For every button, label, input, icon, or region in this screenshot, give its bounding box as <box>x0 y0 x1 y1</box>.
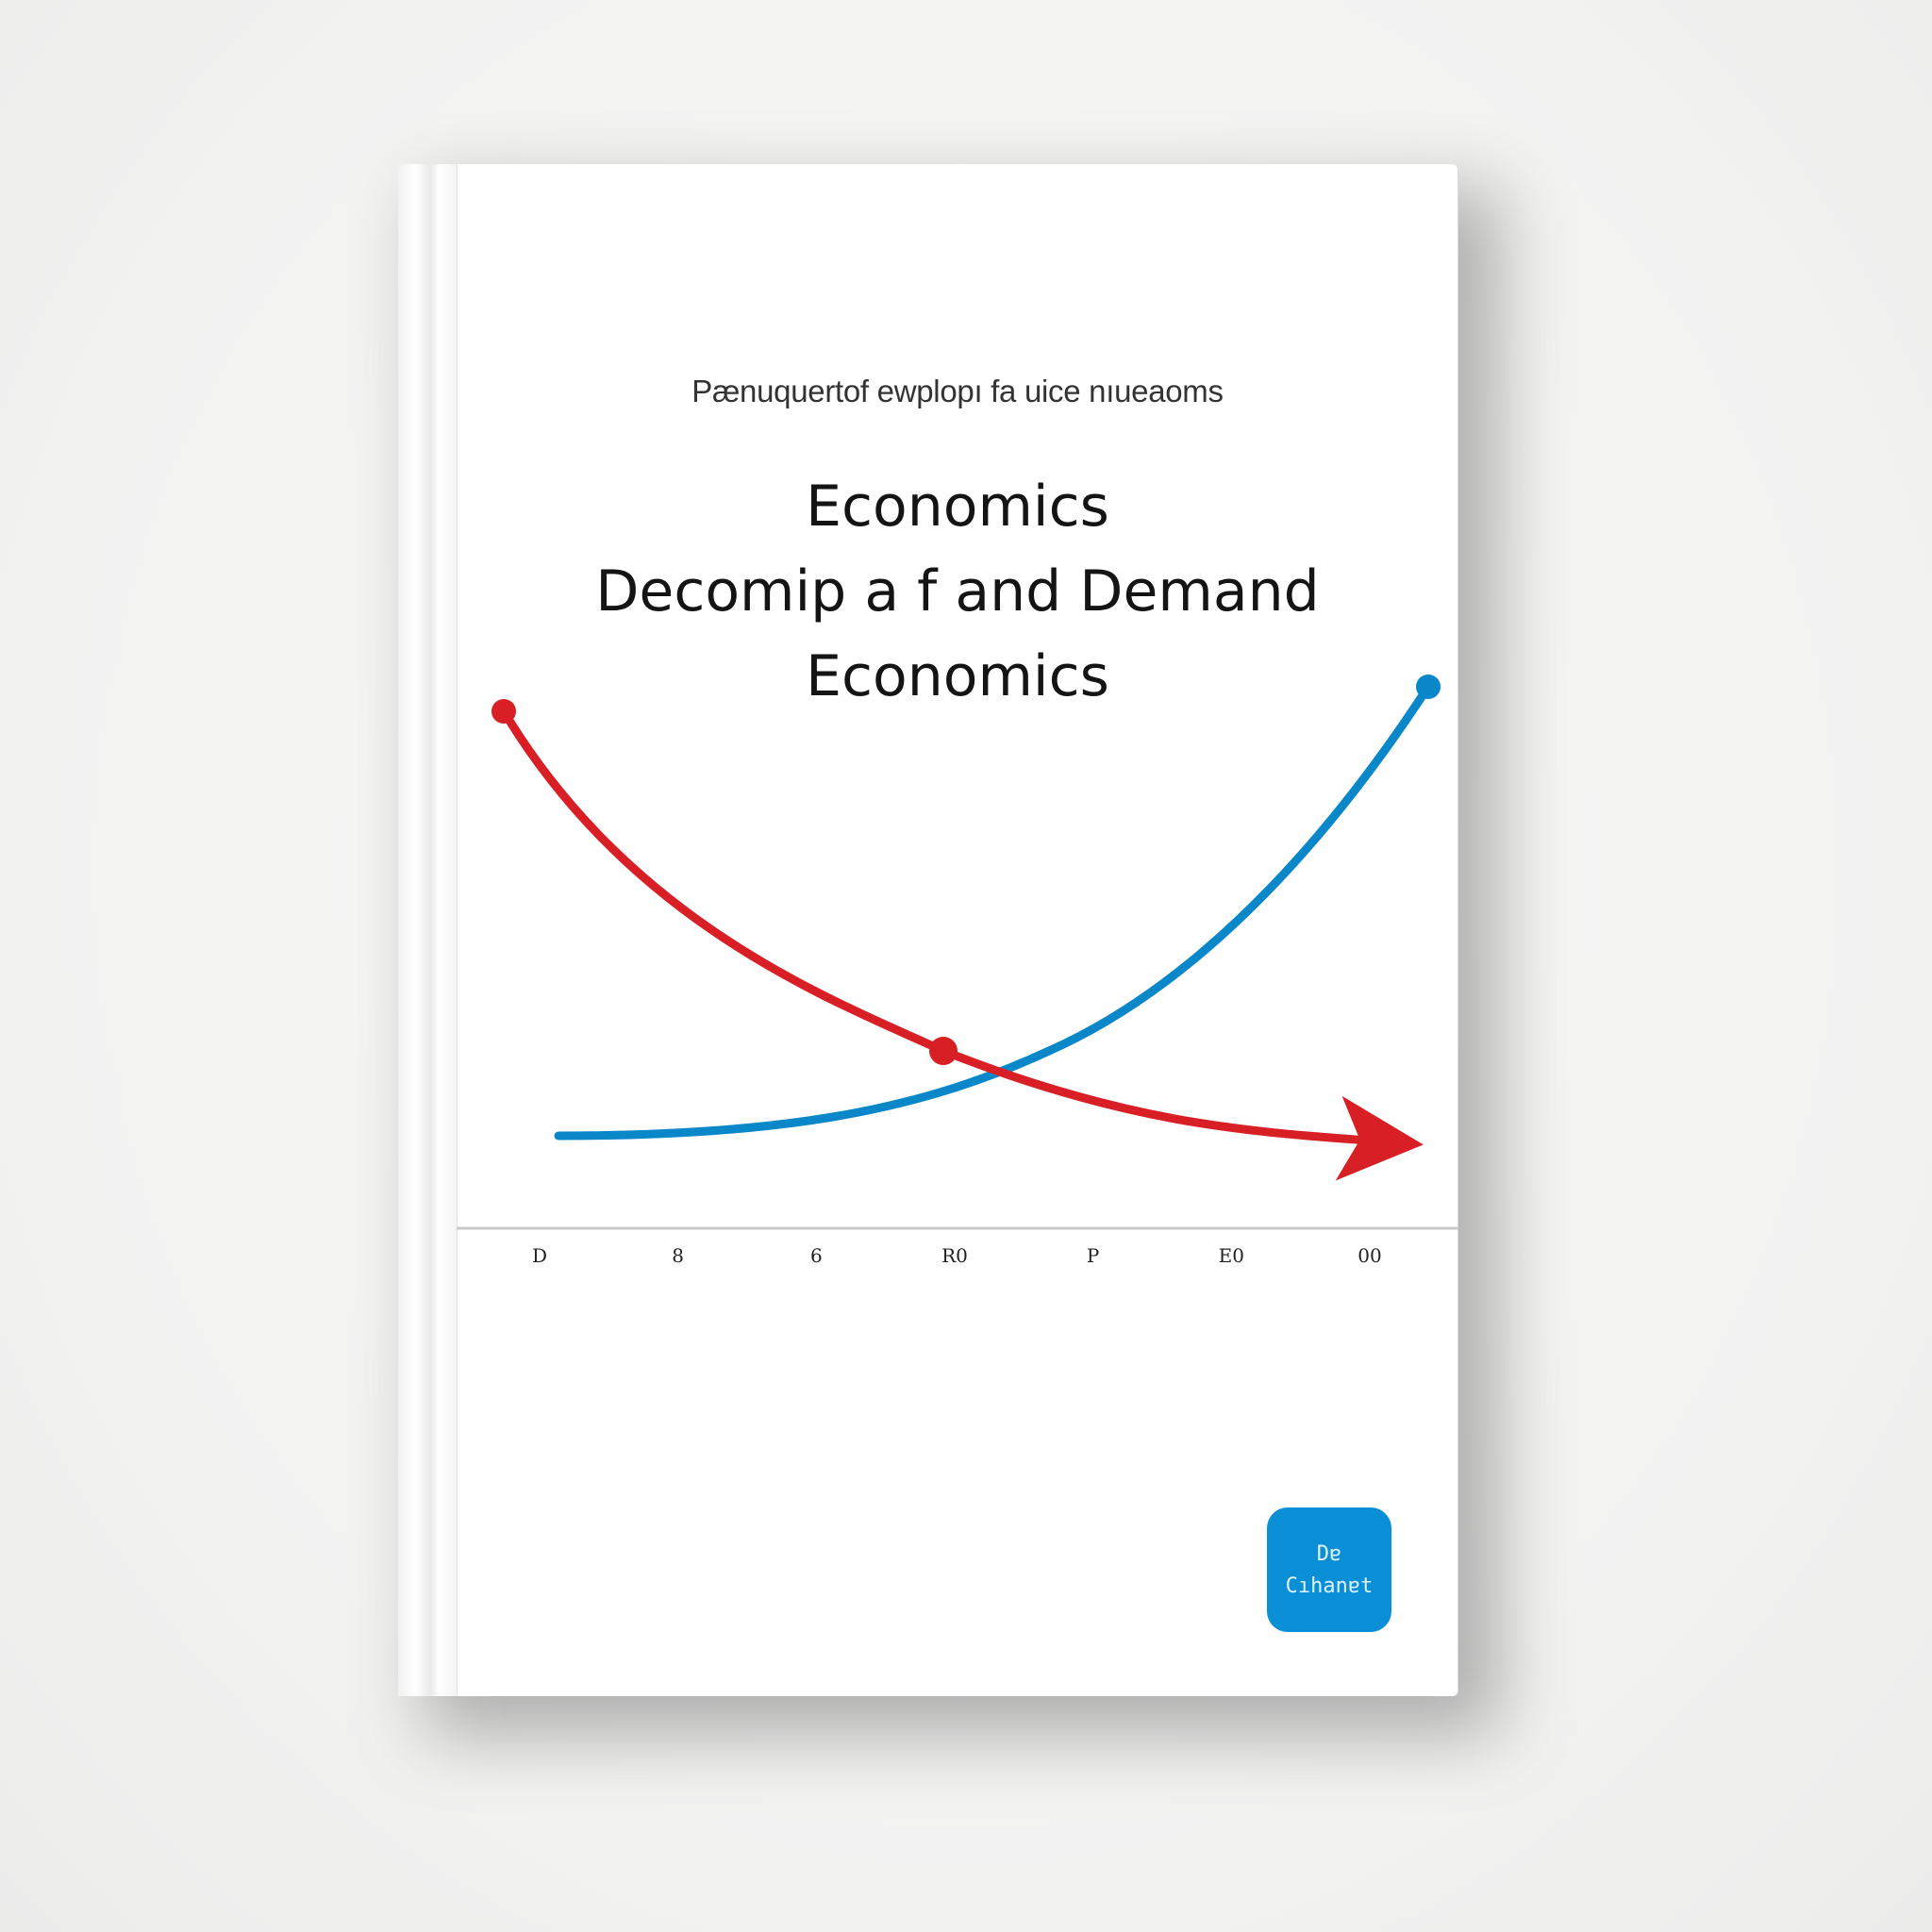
demand-start-point <box>491 699 516 724</box>
cover-title-line-3: Economics <box>806 643 1109 709</box>
supply-end-point <box>1416 675 1441 699</box>
cover-title-line-1: Economics <box>806 474 1109 540</box>
x-tick-label: R0 <box>941 1244 968 1267</box>
supply-demand-chart: D 8 6 R0 P E0 00 <box>457 675 1458 1267</box>
x-tick-labels: D 8 6 R0 P E0 00 <box>532 1244 1382 1267</box>
book-spine <box>398 164 458 1696</box>
x-tick-label: D <box>532 1244 547 1267</box>
equilibrium-point <box>929 1037 958 1065</box>
x-tick-label: E0 <box>1219 1244 1244 1267</box>
cover-title-line-2: Decomip a f and Demand <box>595 558 1320 625</box>
supply-curve <box>554 682 1433 1141</box>
publisher-badge-line-2: Cıhanɐt <box>1285 1574 1374 1598</box>
x-tick-label: 8 <box>672 1244 684 1267</box>
cover-title: Economics Decomip a f and Demand Economi… <box>457 464 1458 719</box>
cover-subtitle: Pænuquertof ewplopı fa uice nıueaoms <box>691 374 1224 408</box>
publisher-badge: Dɐ Cıhanɐt <box>1267 1507 1391 1632</box>
publisher-badge-line-1: Dɐ <box>1316 1542 1342 1566</box>
demand-curve <box>499 707 1424 1181</box>
x-tick-label: 00 <box>1357 1244 1381 1267</box>
x-tick-label: 6 <box>810 1244 823 1267</box>
book-cover: Pænuquertof ewplopı fa uice nıueaoms Eco… <box>398 164 1458 1696</box>
x-tick-label: P <box>1087 1244 1099 1267</box>
